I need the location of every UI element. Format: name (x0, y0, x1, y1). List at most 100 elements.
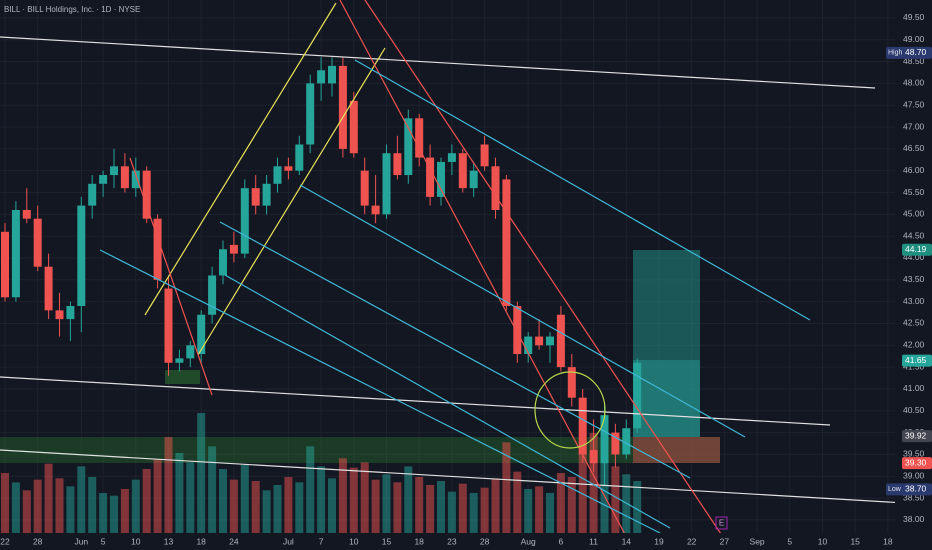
volume-bar (306, 446, 315, 533)
x-tick-label: 5 (787, 536, 792, 546)
y-tick-label: 39.00 (903, 471, 925, 481)
volume-bar (524, 489, 533, 533)
price-badge-label: 41.65 (905, 355, 927, 365)
candle-body (99, 175, 108, 184)
candle-body (633, 362, 642, 429)
volume-bar (295, 482, 304, 533)
y-tick-label: 42.00 (903, 340, 925, 350)
x-tick-label: 10 (349, 536, 359, 546)
channel-line (144, 2, 337, 316)
x-tick-label: 5 (101, 536, 106, 546)
x-tick-label: 13 (164, 536, 174, 546)
trend-line (0, 449, 906, 504)
candle-body (535, 336, 544, 346)
x-tick-label: 10 (131, 536, 141, 546)
candle-body (382, 153, 391, 215)
candle-body (164, 288, 173, 363)
candle-body (480, 144, 489, 167)
y-tick-label: 42.50 (903, 318, 925, 328)
x-tick-label: 7 (319, 536, 324, 546)
volume-bar (197, 413, 206, 533)
candle-body (567, 367, 576, 398)
candle-body (371, 205, 380, 215)
volume-bar (55, 478, 64, 533)
price-badge (886, 483, 932, 496)
channel-line (339, 0, 629, 541)
price-badge-label: 44.19 (905, 244, 927, 254)
support-zone (0, 437, 720, 463)
highlight-circle (534, 371, 606, 449)
price-badge (902, 457, 932, 470)
volume-bar (77, 466, 86, 533)
volume-bar (393, 482, 402, 533)
volume-bar (480, 487, 489, 533)
candle-body (273, 166, 282, 184)
candle-body (578, 397, 587, 455)
volume-bar (502, 442, 511, 533)
volume-bar (371, 479, 380, 533)
candle-body (284, 166, 293, 171)
candle-body (1, 231, 9, 298)
channel-line (299, 184, 746, 438)
candle-body (186, 345, 195, 359)
candle-body (208, 275, 217, 315)
candle-body (349, 100, 358, 154)
candle-body (393, 153, 402, 176)
candle-body (22, 209, 31, 219)
candle-body (404, 118, 413, 176)
volume-bar (284, 477, 293, 533)
volume-bar (131, 479, 140, 533)
volume-bar (567, 477, 576, 533)
earnings-badge[interactable] (715, 516, 728, 530)
time-axis (0, 533, 932, 550)
candle-body (437, 161, 445, 197)
volume-bar (229, 479, 238, 533)
price-badge-label: 48.70 (905, 47, 927, 57)
candle-body (33, 218, 42, 267)
channel-line (354, 59, 811, 321)
volume-bar (415, 477, 424, 533)
candle-body (524, 336, 533, 355)
candle-body (502, 179, 511, 307)
candle-body (120, 166, 129, 189)
candle-body (338, 65, 347, 149)
candle-body (589, 450, 598, 464)
volume-bar (633, 481, 642, 533)
earnings-label[interactable]: E (719, 519, 724, 528)
y-tick-label: 44.50 (903, 230, 925, 240)
y-tick-label: 44.00 (903, 252, 925, 262)
y-tick-label: 41.00 (903, 383, 925, 393)
candle-body (447, 153, 456, 162)
candle-body (458, 153, 467, 189)
volume-bar (120, 489, 129, 533)
volume-bar (142, 469, 151, 533)
volume-bar (219, 469, 227, 533)
y-tick-label: 38.50 (903, 492, 925, 502)
candle-body (131, 170, 140, 189)
price-badge (886, 46, 932, 59)
volume-bar (611, 466, 620, 533)
volume-bar (382, 474, 391, 533)
candle-body (513, 306, 522, 355)
volume-bar (11, 482, 20, 533)
x-tick-label: 11 (589, 536, 598, 546)
volume-bar (589, 433, 598, 533)
candle-body (295, 144, 304, 171)
support-zone (165, 370, 200, 384)
overlay: BILL · BILL Holdings, Inc. · 1D · NYSE E… (4, 5, 932, 530)
x-tick-label: 22 (687, 536, 697, 546)
candle-body (197, 314, 206, 355)
volume-bar (99, 493, 108, 533)
volume-bar (262, 490, 271, 533)
candle-body (77, 205, 86, 307)
volume (1, 413, 642, 533)
channel-line (224, 274, 671, 529)
y-tick-label: 39.50 (903, 449, 925, 459)
volume-bar (328, 478, 336, 533)
x-tick-label: 10 (818, 536, 828, 546)
volume-bar (338, 458, 347, 533)
volume-bar (469, 493, 478, 533)
trend-line (0, 36, 876, 89)
